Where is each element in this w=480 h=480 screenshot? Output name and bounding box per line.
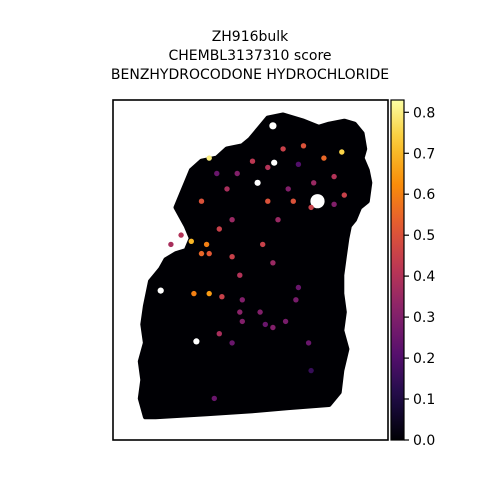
- title-line-2: CHEMBL3137310 score: [168, 48, 331, 64]
- colorbar-tick-label: 0.7: [413, 146, 435, 162]
- colorbar: 0.0 0.1 0.2 0.3 0.4 0.5 0.6 0.7 0.8: [390, 99, 435, 449]
- spot-point: [239, 297, 245, 303]
- colorbar-tick-label: 0.0: [413, 433, 435, 449]
- spot-point: [249, 158, 256, 164]
- tissue-gap: [193, 338, 200, 345]
- spot-point: [290, 198, 296, 204]
- spot-point: [300, 143, 307, 149]
- plot-area: [112, 99, 389, 441]
- spot-point: [331, 173, 337, 180]
- spot-point: [211, 395, 217, 402]
- spot-point: [308, 367, 314, 374]
- spot-point: [341, 192, 347, 198]
- tissue-spots: [137, 112, 373, 420]
- spot-point: [188, 238, 194, 244]
- title-line-1: ZH916bulk: [212, 29, 289, 45]
- spot-point: [191, 290, 197, 297]
- spot-point: [216, 226, 222, 232]
- spot-point: [206, 250, 212, 257]
- spot-point: [237, 272, 243, 278]
- colorbar-tick-label: 0.3: [413, 310, 435, 326]
- spot-point: [219, 294, 225, 300]
- spot-point: [234, 170, 240, 177]
- plot-frame: [112, 99, 389, 441]
- spot-point: [206, 155, 212, 161]
- spot-point: [214, 170, 220, 177]
- spot-point: [265, 198, 271, 204]
- colorbar-tick-label: 0.5: [413, 228, 435, 244]
- colorbar-gradient: [390, 99, 405, 441]
- spot-point: [293, 297, 299, 303]
- spot-point: [203, 241, 210, 248]
- tissue-body: [137, 112, 373, 420]
- spot-point: [280, 146, 286, 152]
- spot-point: [295, 161, 302, 167]
- spot-point: [198, 198, 205, 204]
- colorbar-tick-label: 0.2: [413, 351, 435, 367]
- spot-point: [321, 155, 327, 161]
- spot-point: [270, 324, 276, 331]
- spot-point: [229, 217, 235, 223]
- scored-spots: [168, 143, 347, 402]
- spot-point: [178, 232, 184, 238]
- title-line-3: BENZHYDROCODONE HYDROCHLORIDE: [111, 67, 389, 83]
- chart-title: ZH916bulk CHEMBL3137310 score BENZHYDROCOD…: [111, 29, 389, 83]
- spot-point: [339, 149, 345, 155]
- spot-point: [260, 241, 266, 248]
- spot-point: [265, 164, 271, 171]
- spot-point: [168, 241, 174, 248]
- spot-point: [311, 180, 317, 186]
- spot-point: [224, 186, 230, 192]
- spot-point: [331, 201, 337, 207]
- tissue-gap: [254, 179, 261, 186]
- spot-point: [229, 340, 235, 346]
- spot-point: [295, 284, 302, 291]
- spot-point: [270, 260, 276, 266]
- tissue-gap: [157, 287, 164, 294]
- spot-point: [229, 254, 235, 260]
- spot-point: [262, 321, 268, 328]
- spot-point: [216, 331, 222, 337]
- spot-point: [282, 318, 289, 325]
- spot-point: [198, 250, 205, 257]
- spot-point: [285, 186, 291, 192]
- spot-point: [308, 204, 314, 211]
- spot-point: [237, 309, 243, 315]
- colorbar-tick-label: 0.1: [413, 392, 435, 408]
- tissue-gap: [271, 159, 278, 166]
- colorbar-tick-label: 0.4: [413, 269, 435, 285]
- tissue-gap: [310, 194, 325, 209]
- spot-point: [275, 217, 281, 223]
- spot-point: [257, 309, 263, 315]
- spot-point: [239, 318, 245, 325]
- colorbar-tick-label: 0.6: [413, 187, 435, 203]
- tissue-gap: [269, 122, 277, 130]
- spot-point: [206, 290, 212, 297]
- colorbar-tick-label: 0.8: [413, 105, 435, 121]
- colorbar-ticks: 0.0 0.1 0.2 0.3 0.4 0.5 0.6 0.7 0.8: [404, 105, 435, 449]
- spot-point: [305, 340, 312, 346]
